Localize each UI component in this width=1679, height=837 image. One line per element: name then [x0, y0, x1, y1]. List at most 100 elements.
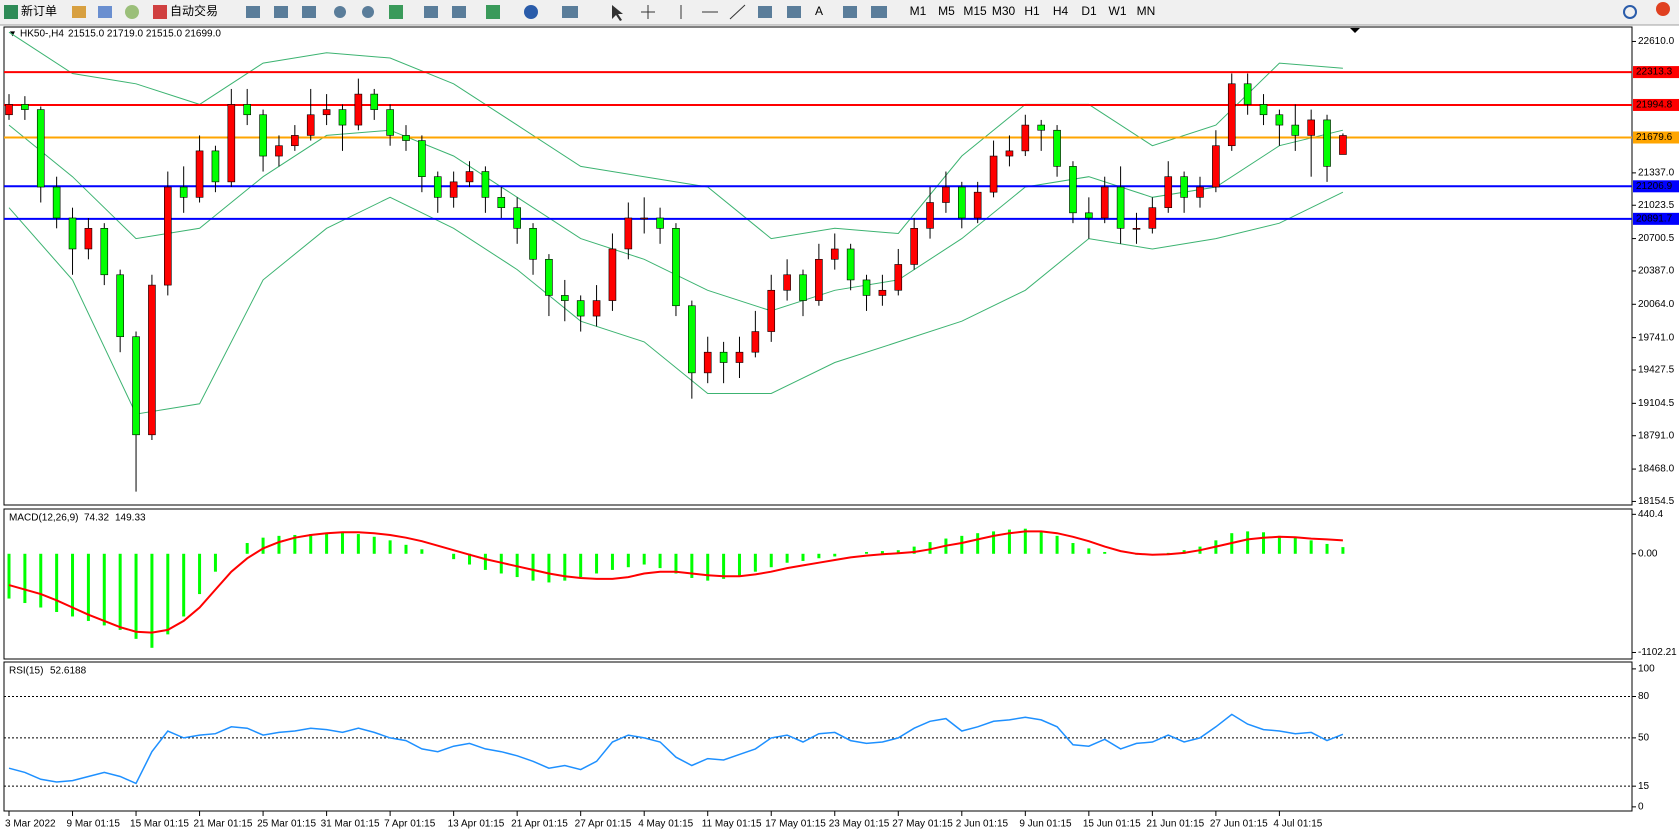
icon[interactable] [274, 6, 288, 18]
candle-body [1132, 228, 1141, 230]
candle-body [1053, 129, 1061, 167]
candle-body [1307, 119, 1315, 136]
bollinger-upper [8, 31, 1343, 240]
macd-bar [801, 553, 805, 561]
cursor-icon[interactable] [612, 5, 623, 21]
icon[interactable] [302, 6, 316, 18]
x-tick-label: 4 Jul 01:15 [1273, 819, 1322, 830]
candle-body [830, 248, 839, 260]
icon[interactable] [424, 6, 438, 18]
x-tick-label: 17 May 01:15 [765, 819, 826, 830]
new-order-icon[interactable] [4, 5, 18, 19]
timeframe-button[interactable]: M30 [992, 4, 1016, 18]
candle-body [1148, 207, 1157, 229]
crosshair-icon[interactable] [641, 5, 655, 19]
macd-bar [420, 549, 424, 554]
macd-bar [642, 553, 646, 565]
search-icon[interactable] [1623, 5, 1637, 19]
x-tick-label: 2 Jun 01:15 [956, 819, 1009, 830]
price-level-label: 21994.8 [1636, 100, 1673, 111]
icon[interactable] [334, 6, 346, 18]
macd-bar [277, 535, 281, 554]
candle-body [894, 264, 903, 291]
x-tick-label: 9 Jun 01:15 [1019, 819, 1072, 830]
price-level-tag [1633, 98, 1679, 111]
macd-bar [626, 553, 630, 568]
icon[interactable] [787, 6, 801, 18]
auto-trading[interactable]: 自动交易 [170, 3, 218, 18]
y-tick-label: 19104.5 [1638, 398, 1675, 409]
icon[interactable] [362, 6, 374, 18]
macd-bar [722, 553, 726, 579]
icon[interactable] [486, 5, 500, 19]
macd-bar [769, 553, 773, 568]
timeframe-button[interactable]: W1 [1109, 4, 1127, 18]
icon[interactable] [125, 5, 139, 19]
timeframe-button[interactable]: M1 [910, 4, 927, 18]
macd-bar [1007, 529, 1011, 554]
candle-body [751, 331, 760, 353]
x-tick-label: 9 Mar 01:15 [67, 819, 121, 830]
x-tick-label: 4 May 01:15 [638, 819, 693, 830]
y-tick-label: 21023.5 [1638, 200, 1675, 211]
candle-body [370, 93, 379, 110]
macd-bar [912, 546, 916, 554]
icon[interactable] [562, 6, 578, 18]
text-tool[interactable]: A [815, 4, 823, 18]
y-tick-label: 15 [1638, 781, 1650, 792]
candle-body [926, 202, 934, 229]
candle-body [402, 135, 410, 141]
macd-bar [1246, 531, 1250, 554]
timeframe-button[interactable]: M5 [938, 4, 955, 18]
macd-bar [1055, 535, 1059, 554]
timeframe-button[interactable]: MN [1137, 4, 1156, 18]
icon[interactable] [843, 6, 857, 18]
macd-bar [547, 553, 551, 583]
icon[interactable] [246, 6, 260, 18]
icon[interactable] [72, 6, 86, 18]
price-level-label: 22313.3 [1636, 67, 1673, 78]
icon[interactable] [524, 5, 538, 19]
macd-bar [531, 553, 535, 581]
candle-body [815, 258, 823, 301]
timeframe-button[interactable]: H4 [1053, 4, 1069, 18]
auto-trading-icon[interactable] [153, 5, 167, 19]
candle-body [1085, 212, 1093, 219]
candle-body [243, 104, 251, 116]
macd-bar [309, 534, 313, 554]
candle-body [973, 191, 982, 219]
timeframe-button[interactable]: D1 [1081, 4, 1097, 18]
macd-bar [71, 553, 75, 617]
candle-body [497, 197, 506, 208]
icon[interactable] [758, 6, 772, 18]
macd-bar [865, 551, 869, 554]
candle-body [100, 228, 109, 276]
notification-icon[interactable] [1656, 2, 1670, 16]
timeframe-button[interactable]: H1 [1024, 4, 1040, 18]
macd-bar [118, 553, 122, 630]
price-level-tag [1633, 66, 1679, 79]
candle-body [783, 274, 791, 291]
candle-body [846, 248, 855, 281]
macd-bar [1309, 540, 1313, 554]
candle-body [481, 171, 490, 198]
new-order[interactable]: 新订单 [21, 3, 57, 18]
icon[interactable] [452, 6, 466, 18]
candle-body [1164, 176, 1173, 208]
candle-body [560, 295, 569, 301]
candle-body [719, 351, 728, 363]
trendline-icon[interactable] [729, 4, 746, 20]
macd-bar [340, 532, 344, 554]
x-tick-label: 11 May 01:15 [702, 819, 762, 830]
candle-body [1180, 176, 1188, 198]
icon[interactable] [98, 6, 112, 18]
candle-body [640, 217, 649, 220]
candle-body [1291, 124, 1300, 136]
icon[interactable] [871, 6, 887, 18]
candle-body [386, 109, 394, 136]
timeframe-button[interactable]: M15 [963, 4, 987, 18]
icon[interactable] [389, 5, 403, 19]
macd-bar [579, 553, 583, 578]
macd-bar [785, 553, 789, 563]
candle-body [164, 186, 172, 286]
